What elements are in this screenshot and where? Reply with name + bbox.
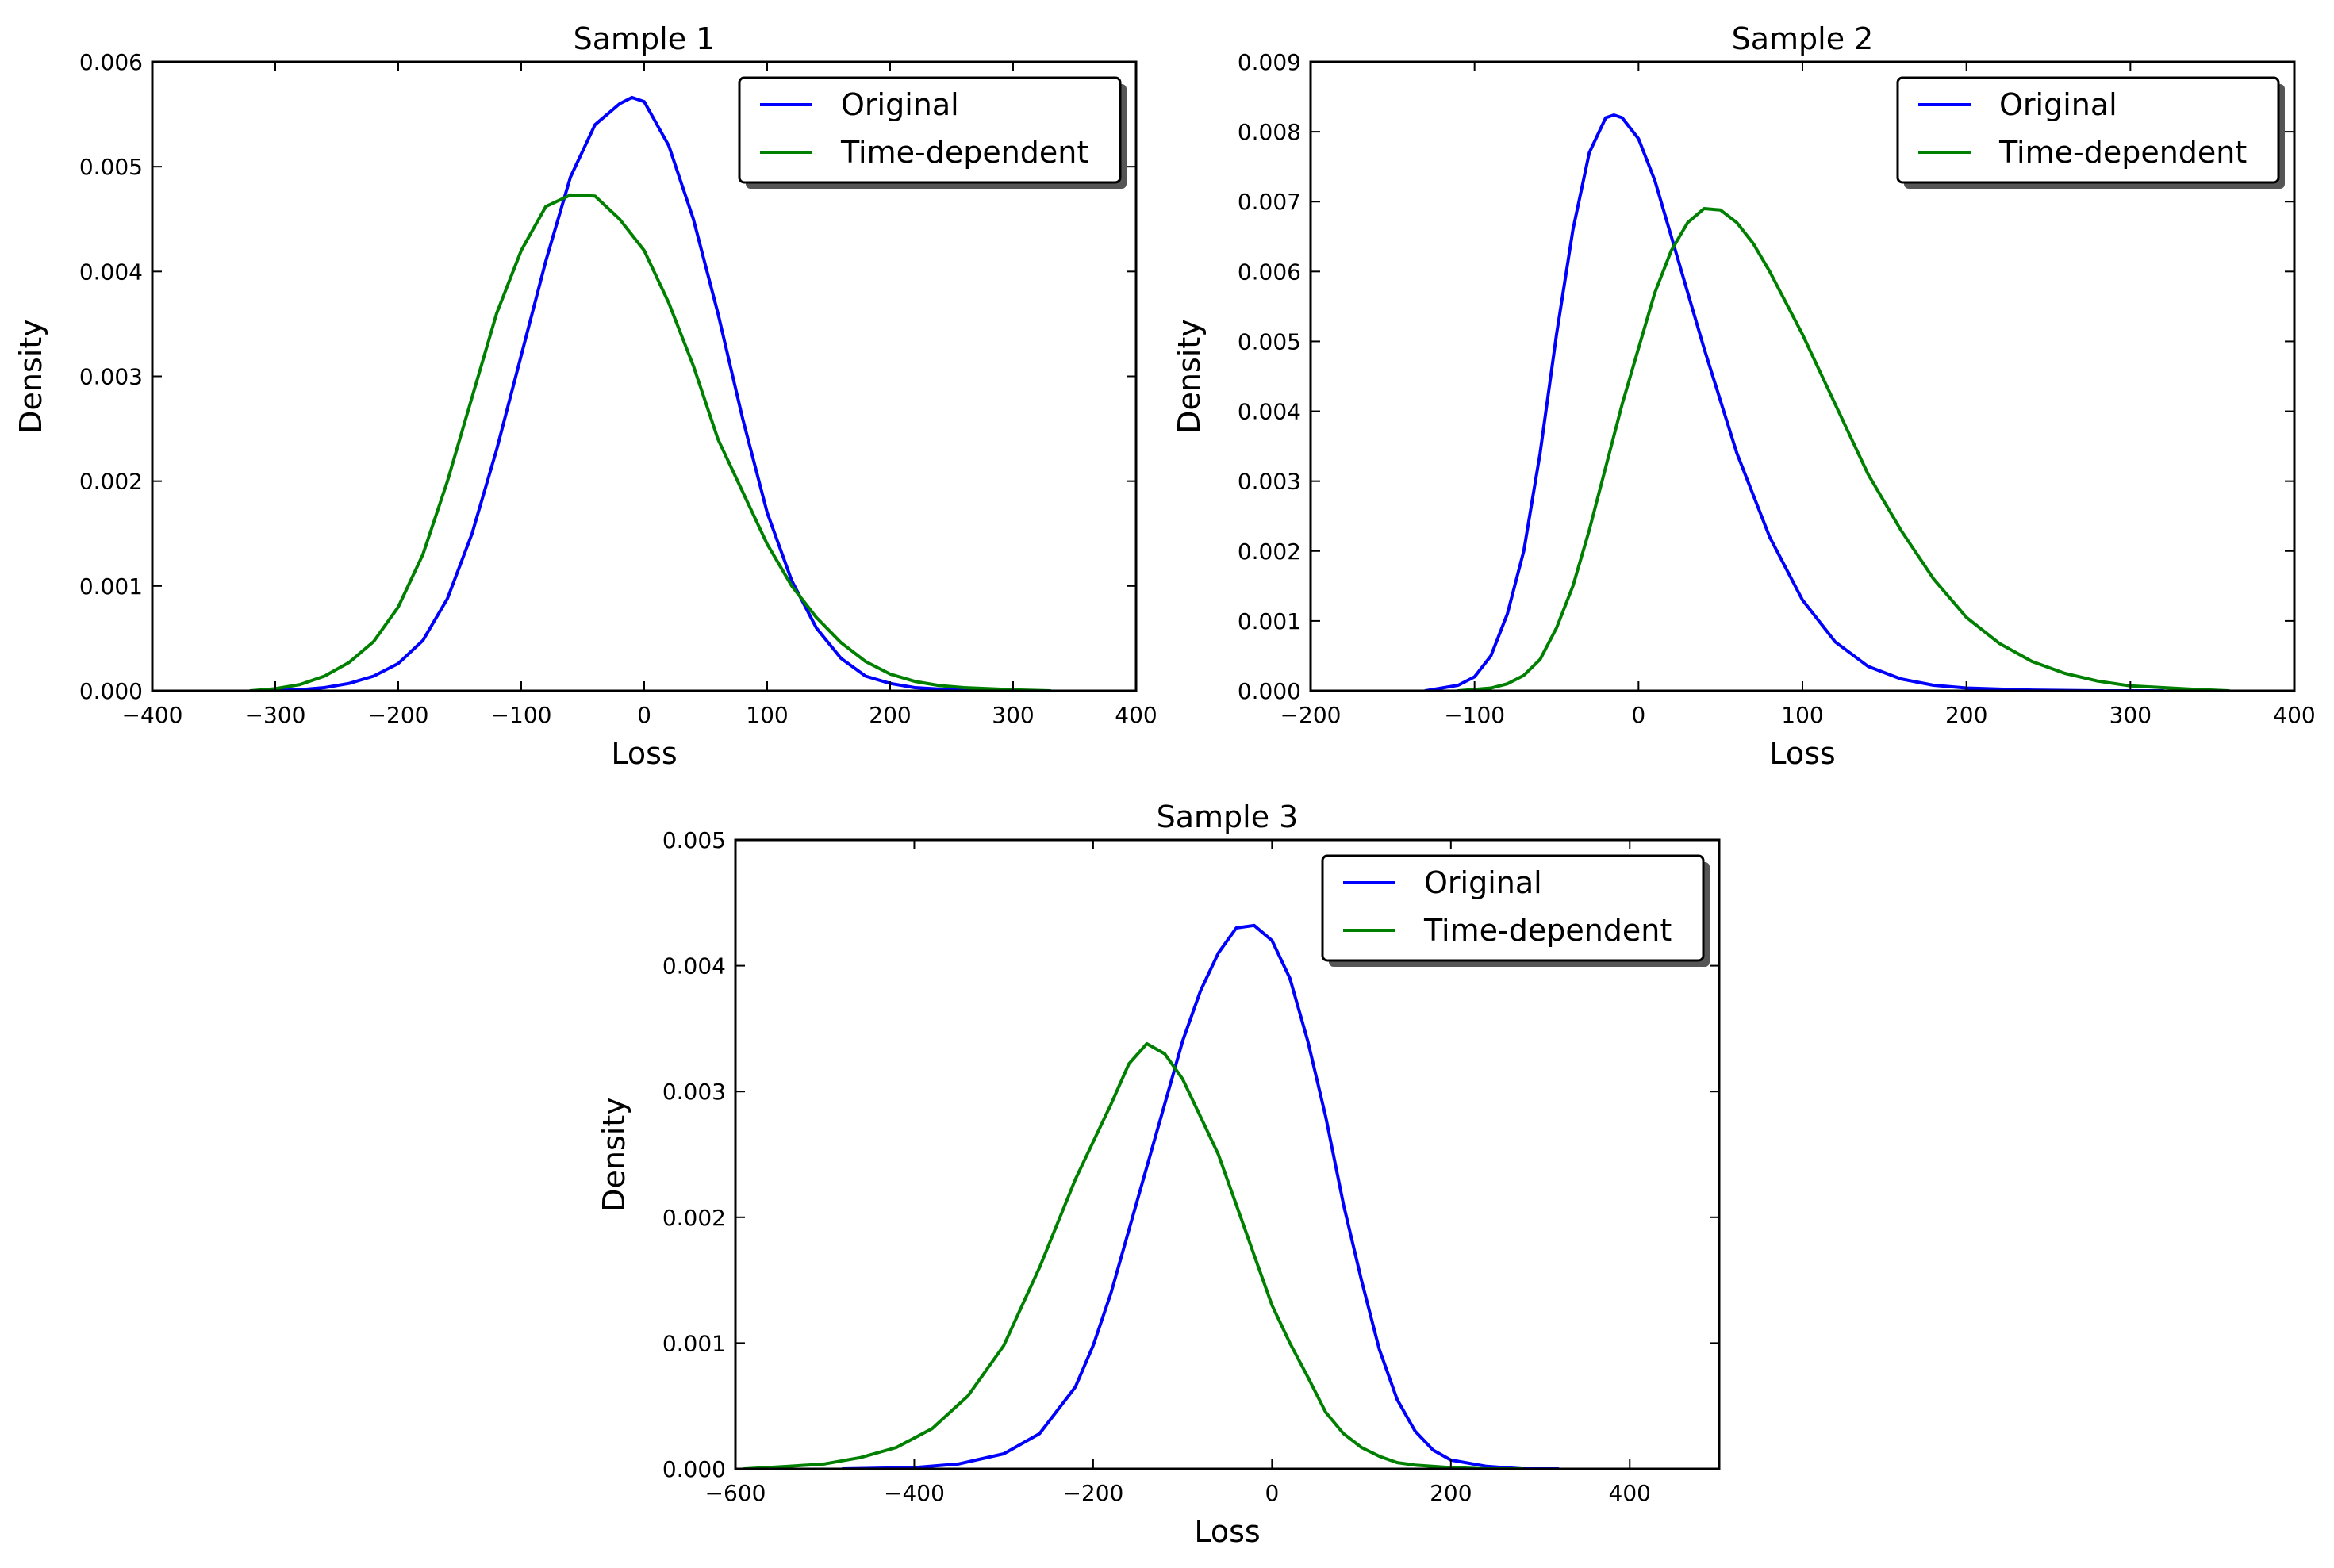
chart-2: −200 −100 0 100 200 300 400 0.000 0.001 0.002 0.00… (1172, 21, 2316, 771)
chart-2-y-axis-label: Density (1172, 319, 1207, 433)
chart-2-y-tick-label: 0.000 (1238, 678, 1301, 704)
chart-1-y-tick-label: 0.005 (79, 154, 143, 180)
chart-3-legend (1321, 854, 1705, 962)
chart-1-legend-label-original: Original (841, 87, 959, 122)
chart-1-x-tick-label: −400 (122, 702, 183, 728)
chart-2-series-time-dependent-line (1457, 207, 2231, 692)
chart-3-x-tick-label: 0 (1265, 1480, 1279, 1506)
chart-2-x-tick-label: −100 (1444, 702, 1505, 728)
chart-1-y-tick-label: 0.004 (79, 259, 143, 285)
chart-1-x-tick-label: 300 (992, 702, 1034, 728)
chart-2-x-tick-label: −200 (1280, 702, 1342, 728)
chart-3-x-axis-label: Loss (1194, 1514, 1260, 1549)
chart-1-y-tick-label: 0.000 (79, 678, 143, 704)
chart-2-y-tick-label: 0.008 (1238, 119, 1301, 145)
chart-3-y-tick-label: 0.003 (662, 1079, 726, 1105)
chart-3-x-tick-label: −400 (884, 1480, 945, 1506)
chart-3-x-tick-label: −200 (1062, 1480, 1123, 1506)
chart-3-series-time-dependent-line (743, 1041, 1524, 1470)
chart-3: −600 −400 −200 0 200 400 0.000 0.001 0.002 0.003 0… (597, 799, 1721, 1549)
chart-2-x-tick-label: 300 (2109, 702, 2152, 728)
chart-1-legend-label-time-dependent: Time-dependent (840, 135, 1088, 170)
chart-3-y-tick-label: 0.001 (662, 1330, 726, 1356)
chart-3-y-tick-label: 0.000 (662, 1456, 726, 1482)
chart-1-y-axis-label: Density (13, 319, 48, 433)
chart-3-legend-label-original: Original (1424, 865, 1542, 900)
chart-2-legend (1896, 76, 2280, 184)
chart-2-x-axis-label: Loss (1769, 736, 1835, 771)
chart-1-x-tick-label: 200 (869, 702, 911, 728)
chart-1-series-time-dependent-line (249, 193, 1052, 692)
chart-2-title: Sample 2 (1732, 21, 1874, 56)
chart-2-y-tick-label: 0.005 (1238, 328, 1301, 355)
chart-3-x-tick-label: 200 (1430, 1480, 1472, 1506)
chart-3-y-axis-label: Density (597, 1097, 631, 1211)
chart-1-x-tick-label: 0 (637, 702, 651, 728)
chart-2-x-tick-label: 400 (2273, 702, 2315, 728)
chart-1-y-tick-label: 0.002 (79, 469, 143, 495)
chart-1-y-tick-label: 0.006 (79, 49, 143, 75)
chart-3-series-original-line (841, 923, 1560, 1470)
chart-2-y-tick-label: 0.009 (1238, 49, 1301, 75)
chart-3-y-tick-label: 0.004 (662, 953, 726, 980)
chart-3-plot-frame (734, 838, 1721, 1470)
chart-3-x-tick-label: 400 (1609, 1480, 1651, 1506)
chart-2-legend-label-time-dependent: Time-dependent (1998, 135, 2247, 170)
chart-1: −400 −300 −200 −100 0 100 200 300 400 0.000 0.001 0… (13, 21, 1157, 771)
chart-3-y-tick-label: 0.005 (662, 827, 726, 853)
chart-1-y-tick-label: 0.001 (79, 573, 143, 600)
chart-2-y-tick-label: 0.004 (1238, 399, 1301, 425)
chart-1-x-axis-label: Loss (611, 736, 677, 771)
chart-3-title: Sample 3 (1157, 799, 1299, 834)
chart-2-y-tick-label: 0.003 (1238, 469, 1301, 495)
chart-2-y-tick-label: 0.006 (1238, 259, 1301, 285)
chart-3-y-tick-label: 0.002 (662, 1205, 726, 1231)
chart-2-y-tick-label: 0.002 (1238, 539, 1301, 565)
chart-2-legend-label-original: Original (1999, 87, 2117, 122)
chart-2-series-original-line (1423, 113, 2165, 692)
chart-1-x-tick-label: −200 (368, 702, 429, 728)
chart-1-x-tick-label: 100 (746, 702, 788, 728)
chart-1-x-tick-label: −300 (245, 702, 306, 728)
chart-1-x-tick-label: 400 (1115, 702, 1157, 728)
chart-1-x-tick-label: −100 (491, 702, 552, 728)
chart-2-x-tick-label: 200 (1945, 702, 1987, 728)
chart-2-y-tick-label: 0.007 (1238, 189, 1301, 215)
chart-2-x-tick-label: 100 (1781, 702, 1823, 728)
chart-3-x-tick-label: −600 (705, 1480, 766, 1506)
chart-1-title: Sample 1 (574, 21, 716, 56)
chart-1-legend (738, 76, 1122, 184)
chart-2-x-tick-label: 0 (1631, 702, 1645, 728)
chart-1-y-tick-label: 0.003 (79, 364, 143, 390)
chart-1-series-original-line (249, 95, 1052, 692)
chart-3-legend-label-time-dependent: Time-dependent (1423, 913, 1672, 948)
chart-2-y-tick-label: 0.001 (1238, 608, 1301, 634)
